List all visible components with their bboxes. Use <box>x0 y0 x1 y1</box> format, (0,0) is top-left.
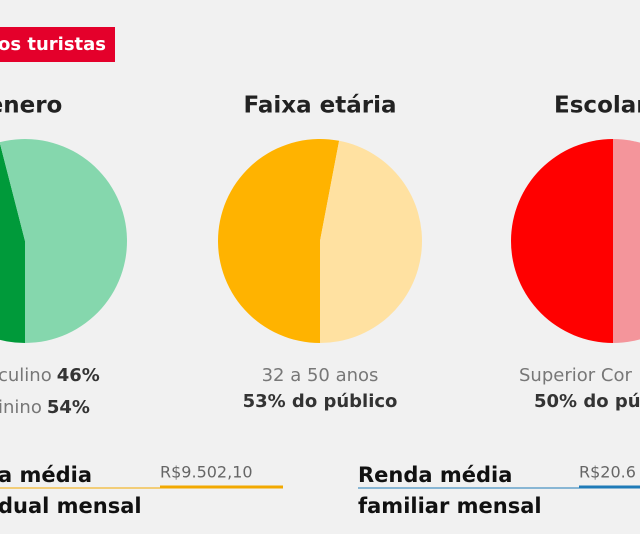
income-label: dual mensal <box>0 494 142 518</box>
legend-line: culino 46% <box>0 365 100 386</box>
banner-text: os turistas <box>0 34 106 55</box>
caption: Superior Cor <box>519 365 632 386</box>
pie-slice <box>613 139 640 343</box>
legend-value: 46% <box>57 365 100 386</box>
income-value: R$9.502,10 <box>160 463 253 482</box>
income-value: R$20.6 <box>579 463 636 482</box>
pie-slice <box>0 143 25 343</box>
income-label: Renda média <box>358 463 512 487</box>
chart-title: ênero <box>0 93 62 119</box>
pie-slice <box>0 139 127 343</box>
banner <box>0 27 115 62</box>
highlight: 50% do pú <box>534 391 640 412</box>
legend-value: 54% <box>47 397 90 418</box>
legend-label: inino <box>0 397 42 418</box>
pie-slice <box>218 139 340 343</box>
chart-title: Escolarid <box>554 93 640 119</box>
legend-line: inino 54% <box>0 397 90 418</box>
pie-slice <box>511 139 613 343</box>
legend-label: culino <box>0 365 52 386</box>
chart-title: Faixa etária <box>244 93 397 119</box>
highlight: 53% do público <box>243 391 398 412</box>
income-label: familiar mensal <box>358 494 542 518</box>
caption: 32 a 50 anos <box>262 365 379 386</box>
income-label: a média <box>0 463 92 487</box>
pie-slice <box>320 140 423 343</box>
